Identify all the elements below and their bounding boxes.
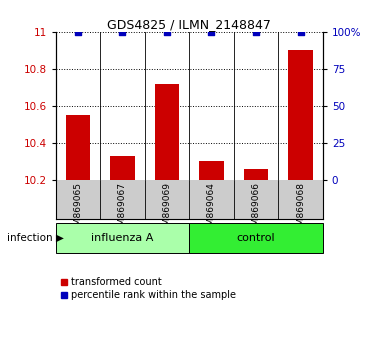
Bar: [56, 223, 189, 253]
Text: control: control: [237, 233, 275, 243]
Text: GSM869064: GSM869064: [207, 182, 216, 237]
Title: GDS4825 / ILMN_2148847: GDS4825 / ILMN_2148847: [107, 18, 271, 31]
Bar: [199, 161, 224, 180]
Point: [253, 29, 259, 35]
Point: [298, 29, 303, 35]
Text: influenza A: influenza A: [91, 233, 154, 243]
Point: [75, 29, 81, 35]
Text: GSM869069: GSM869069: [162, 182, 171, 237]
Point: [164, 29, 170, 35]
Point: [119, 29, 125, 35]
Bar: [110, 156, 135, 180]
Point: [209, 29, 214, 35]
Text: GSM869065: GSM869065: [73, 182, 82, 237]
Bar: [288, 50, 313, 180]
Bar: [155, 84, 179, 180]
Bar: [189, 223, 323, 253]
Legend: transformed count, percentile rank within the sample: transformed count, percentile rank withi…: [60, 278, 236, 300]
Text: infection ▶: infection ▶: [7, 233, 64, 243]
Text: GSM869068: GSM869068: [296, 182, 305, 237]
Bar: [66, 115, 90, 180]
Text: GSM869066: GSM869066: [252, 182, 260, 237]
Text: GSM869067: GSM869067: [118, 182, 127, 237]
Bar: [244, 169, 268, 180]
